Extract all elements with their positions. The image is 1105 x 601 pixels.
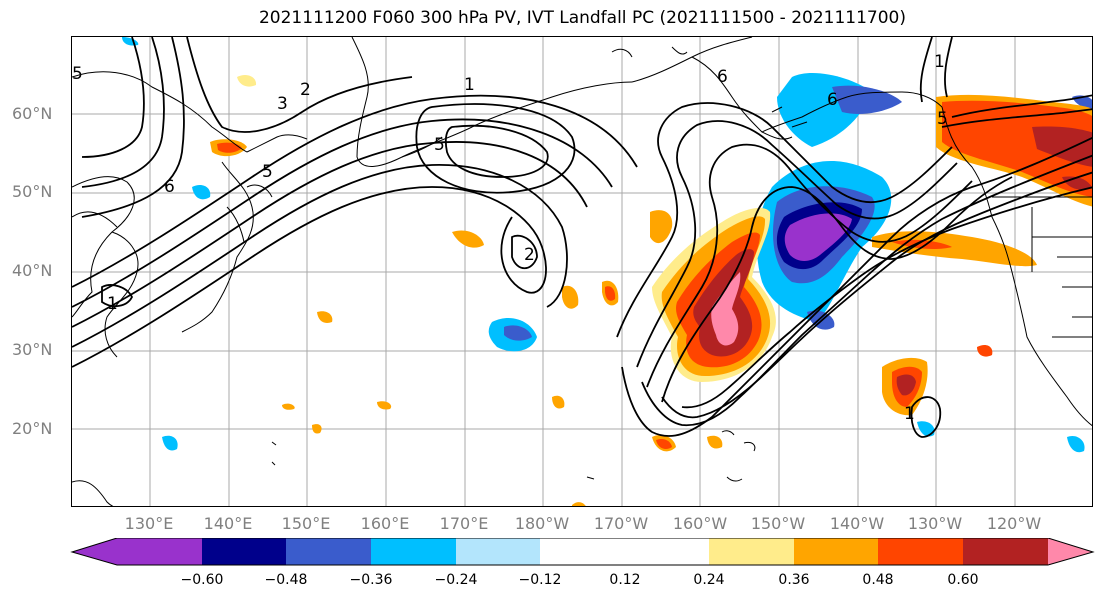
colorbar-tick-label: 0.36 bbox=[778, 572, 810, 588]
colorbar-cell bbox=[540, 538, 625, 565]
lon-label-150w: 150°W bbox=[750, 514, 806, 533]
lon-label-140w: 140°W bbox=[829, 514, 885, 533]
contour-labels: 1 2 3 5 6 5 1 6 6 5 2 1 1 5 bbox=[72, 52, 948, 424]
contour-label: 1 bbox=[934, 52, 945, 72]
lon-label-130w: 130°W bbox=[907, 514, 963, 533]
lon-label-180w: 180°W bbox=[514, 514, 570, 533]
colorbar-tick-label: −0.24 bbox=[434, 572, 478, 588]
lon-label-130e: 130°E bbox=[124, 514, 174, 533]
colorbar-tick-label: −0.60 bbox=[180, 572, 224, 588]
colorbar-cell bbox=[286, 538, 371, 565]
colorbar-cell bbox=[202, 538, 286, 565]
contour-label: 2 bbox=[300, 80, 311, 100]
colorbar-tick-label: −0.12 bbox=[518, 572, 562, 588]
colorbar-tick-label: 0.60 bbox=[947, 572, 979, 588]
lon-label-170w: 170°W bbox=[593, 514, 649, 533]
map-canvas: 1 2 3 5 6 5 1 6 6 5 2 1 1 5 bbox=[72, 37, 1092, 506]
contour-label: 5 bbox=[937, 109, 948, 129]
contour-label: 6 bbox=[717, 67, 728, 87]
colorbar-cell bbox=[878, 538, 963, 565]
colorbar-tick-label: −0.36 bbox=[349, 572, 393, 588]
colorbar-cells bbox=[72, 538, 1093, 565]
colorbar-cell bbox=[963, 538, 1048, 565]
colorbar-tick-label: −0.48 bbox=[264, 572, 308, 588]
contour-label: 6 bbox=[827, 90, 838, 110]
colorbar-tick-label: 0.48 bbox=[862, 572, 894, 588]
lat-label-60n: 60°N bbox=[12, 104, 53, 123]
contour-label: 6 bbox=[164, 177, 175, 197]
lon-label-150e: 150°E bbox=[281, 514, 331, 533]
lat-label-20n: 20°N bbox=[12, 419, 53, 438]
colorbar-tick-label: 0.12 bbox=[609, 572, 641, 588]
coastlines bbox=[72, 37, 1092, 506]
colorbar-cell bbox=[371, 538, 456, 565]
colorbar-extend-right bbox=[1048, 538, 1093, 565]
lon-label-140e: 140°E bbox=[203, 514, 253, 533]
colorbar-cell bbox=[794, 538, 878, 565]
lat-label-50n: 50°N bbox=[12, 182, 53, 201]
contour-label: 1 bbox=[464, 75, 475, 95]
contour-label: 5 bbox=[434, 135, 445, 155]
colorbar-cell bbox=[709, 538, 794, 565]
contour-label: 2 bbox=[524, 245, 535, 265]
lon-label-120w: 120°W bbox=[986, 514, 1042, 533]
colorbar bbox=[70, 538, 1095, 566]
colorbar-extend-left bbox=[72, 538, 117, 565]
contour-label: 5 bbox=[262, 162, 273, 182]
contour-label: 1 bbox=[107, 294, 118, 314]
map-panel: 1 2 3 5 6 5 1 6 6 5 2 1 1 5 bbox=[71, 36, 1093, 507]
lat-label-40n: 40°N bbox=[12, 261, 53, 280]
lon-label-170e: 170°E bbox=[439, 514, 489, 533]
map-title: 2021111200 F060 300 hPa PV, IVT Landfall… bbox=[258, 8, 906, 28]
colorbar-cell bbox=[456, 538, 540, 565]
lat-label-30n: 30°N bbox=[12, 340, 53, 359]
colorbar-cell bbox=[625, 538, 709, 565]
contour-label: 5 bbox=[72, 64, 83, 84]
contour-label: 1 bbox=[904, 404, 915, 424]
pv-contours bbox=[72, 37, 1092, 438]
colorbar-tick-label: 0.24 bbox=[693, 572, 725, 588]
colorbar-cell bbox=[117, 538, 202, 565]
lon-label-160w: 160°W bbox=[672, 514, 728, 533]
contour-label: 3 bbox=[277, 94, 288, 114]
lon-label-160e: 160°E bbox=[360, 514, 410, 533]
